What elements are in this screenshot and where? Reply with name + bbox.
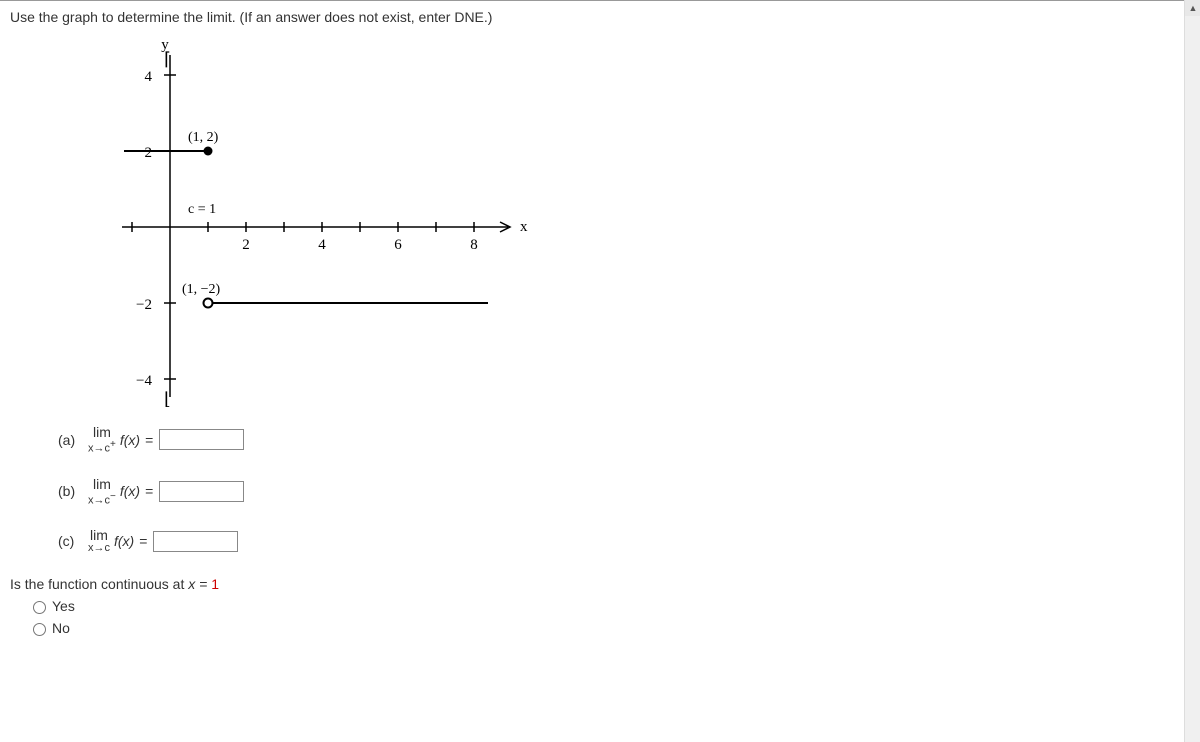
limit-c: lim x→c bbox=[88, 528, 110, 554]
radio-no-label: No bbox=[52, 620, 70, 636]
fx-c: f(x) bbox=[114, 533, 134, 549]
continuity-question: Is the function continuous at x = 1 bbox=[10, 576, 1200, 592]
eq-b: = bbox=[145, 483, 153, 499]
xtick-6: 6 bbox=[394, 237, 402, 253]
part-c-label: (c) bbox=[58, 533, 88, 549]
limit-a: lim x→c+ bbox=[88, 425, 116, 455]
answer-input-b[interactable] bbox=[159, 481, 244, 502]
x-axis-label: x bbox=[520, 219, 528, 235]
continuity-value: 1 bbox=[211, 576, 219, 592]
answer-input-a[interactable] bbox=[159, 429, 244, 450]
graph-svg: y x 4 2 −2 −4 2 4 6 8 c = 1 (1, 2) (1, −… bbox=[70, 37, 530, 407]
fx-b: f(x) bbox=[120, 483, 140, 499]
scroll-up-icon[interactable]: ▲ bbox=[1185, 0, 1200, 16]
radio-yes-label: Yes bbox=[52, 598, 75, 614]
ytick-2: 2 bbox=[145, 145, 153, 161]
xtick-4: 4 bbox=[318, 237, 326, 253]
svg-text:⌈: ⌈ bbox=[164, 49, 171, 69]
ytick-n2: −2 bbox=[136, 297, 152, 313]
closed-point-label: (1, 2) bbox=[188, 130, 219, 145]
c-label: c = 1 bbox=[188, 202, 216, 217]
open-point-label: (1, −2) bbox=[182, 282, 221, 297]
radio-yes[interactable] bbox=[33, 601, 46, 614]
radio-yes-row[interactable]: Yes bbox=[28, 598, 1200, 614]
svg-text:⌊: ⌊ bbox=[164, 389, 171, 407]
fx-a: f(x) bbox=[120, 432, 140, 448]
part-b-label: (b) bbox=[58, 483, 88, 499]
ytick-4: 4 bbox=[145, 69, 153, 85]
eq-a: = bbox=[145, 432, 153, 448]
part-a-row: (a) lim x→c+ f(x) = bbox=[58, 425, 1200, 455]
question-text: Use the graph to determine the limit. (I… bbox=[0, 1, 1200, 29]
radio-no[interactable] bbox=[33, 623, 46, 636]
answers-block: (a) lim x→c+ f(x) = (b) lim x→c− f(x) = … bbox=[58, 425, 1200, 554]
radio-no-row[interactable]: No bbox=[28, 620, 1200, 636]
xtick-2: 2 bbox=[242, 237, 250, 253]
part-a-label: (a) bbox=[58, 432, 88, 448]
limit-b: lim x→c− bbox=[88, 477, 116, 507]
vertical-scrollbar[interactable]: ▲ bbox=[1184, 0, 1200, 742]
limit-graph: y x 4 2 −2 −4 2 4 6 8 c = 1 (1, 2) (1, −… bbox=[70, 37, 570, 407]
answer-input-c[interactable] bbox=[153, 531, 238, 552]
part-c-row: (c) lim x→c f(x) = bbox=[58, 528, 1200, 554]
part-b-row: (b) lim x→c− f(x) = bbox=[58, 477, 1200, 507]
eq-c: = bbox=[139, 533, 147, 549]
ytick-n4: −4 bbox=[136, 373, 152, 389]
xtick-8: 8 bbox=[470, 237, 478, 253]
